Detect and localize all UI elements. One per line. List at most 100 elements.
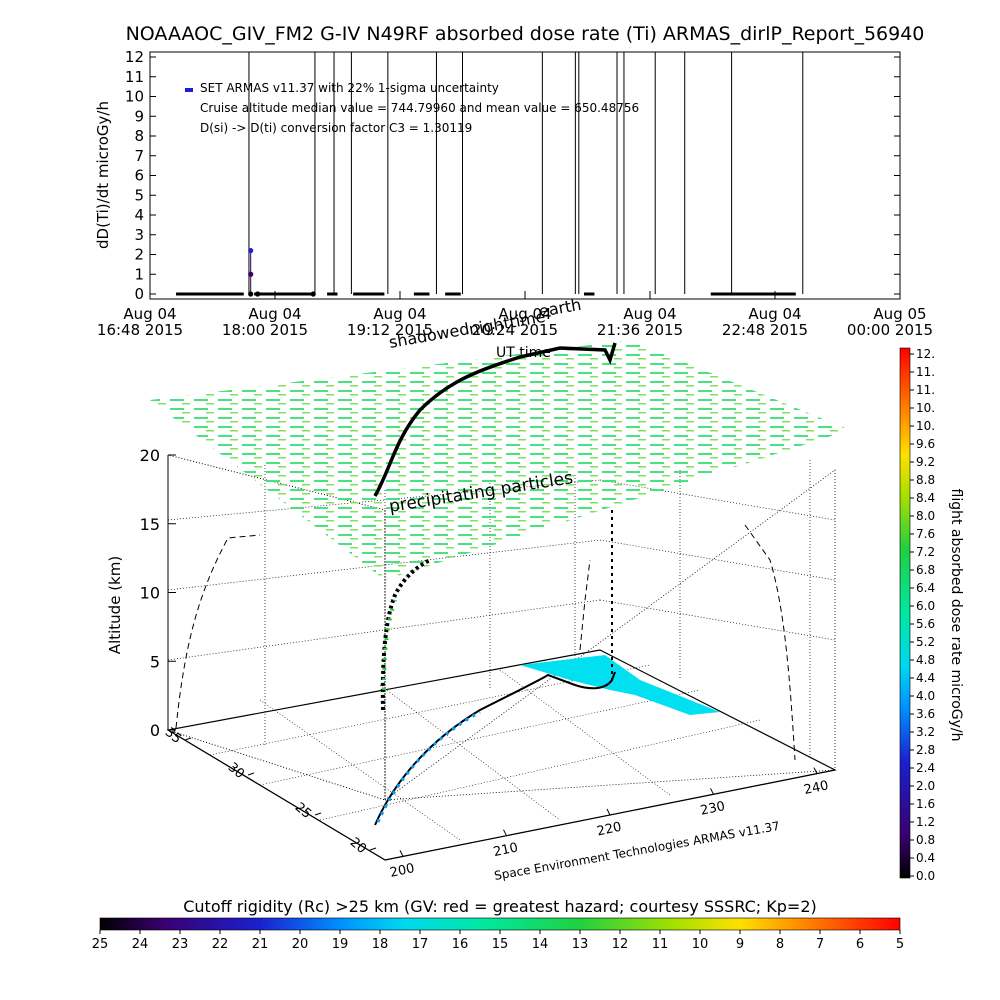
top-y-tick-label: 6 xyxy=(134,167,144,185)
label-ut-time: UT time xyxy=(496,345,551,361)
x-tick xyxy=(606,808,611,816)
top-x-tick-label-date: Aug 04 xyxy=(123,305,176,323)
top-y-tick-label: 5 xyxy=(134,186,144,204)
dose-colorbar-tick-label: 0.8 xyxy=(916,833,935,847)
rigidity-colorbar-tick-label: 7 xyxy=(816,937,824,952)
dose-colorbar-tick-label: 6.0 xyxy=(916,599,935,613)
flight-segment-lines xyxy=(248,52,804,294)
rigidity-colorbar-tick-label: 18 xyxy=(372,937,389,952)
x-tick xyxy=(399,850,404,857)
dose-point xyxy=(248,291,254,297)
top-y-tick-label: 8 xyxy=(134,127,144,145)
top-y-label: dD(Ti)/dt microGy/h xyxy=(94,101,112,249)
y-tick-label: 25 xyxy=(292,800,314,822)
rigidity-colorbar-tick-label: 24 xyxy=(132,937,149,952)
annotation-line-1: SET ARMAS v11.37 with 22% 1-sigma uncert… xyxy=(200,81,499,95)
dose-point xyxy=(255,291,261,297)
projection-curve-left xyxy=(175,534,261,729)
top-x-tick-label-time: 19:12 2015 xyxy=(347,321,433,339)
dose-colorbar-tick-label: 5.2 xyxy=(916,635,935,649)
x-tick-label: 230 xyxy=(699,799,726,819)
x-tick-label: 220 xyxy=(596,820,623,840)
x-tick-label: 240 xyxy=(803,778,830,798)
dose-colorbar-tick-label: 1.2 xyxy=(916,815,935,829)
z-tick-label: 15 xyxy=(140,515,160,534)
back-wall-right xyxy=(383,469,836,801)
ground-track-colored xyxy=(376,710,481,823)
rigidity-colorbar-tick-label: 6 xyxy=(856,937,864,952)
y-tick-label: 30 xyxy=(225,760,247,782)
dose-point xyxy=(248,247,254,254)
dose-colorbar-tick-label: 3.2 xyxy=(916,725,935,739)
legend-marker xyxy=(185,88,193,92)
rigidity-colorbar-label: Cutoff rigidity (Rc) >25 km (GV: red = g… xyxy=(183,897,817,916)
top-x-tick-label-time: 20:24 2015 xyxy=(472,321,558,339)
dose-colorbar-tick-label: 6.8 xyxy=(916,563,935,577)
rigidity-colorbar-tick-label: 13 xyxy=(572,937,589,952)
top-x-tick-label-date: Aug 05 xyxy=(873,305,926,323)
dose-colorbar-ticks: 12. 11. 11. 10. 10. 9.6 9.2 8.8 8.4 8.0 7.6 7.2 6.8 6… xyxy=(910,347,935,883)
rigidity-colorbar: Cutoff rigidity (Rc) >25 km (GV: red = g… xyxy=(92,897,904,952)
dose-colorbar-tick-label: 4.8 xyxy=(916,653,935,667)
y-tick-label: 20 xyxy=(347,835,369,857)
dose-colorbar-tick-label: 0.0 xyxy=(916,869,935,883)
y-axis-line xyxy=(167,729,386,861)
top-y-tick-label: 3 xyxy=(134,226,144,244)
dose-colorbar-tick-label: 2.4 xyxy=(916,761,935,775)
rigidity-colorbar-tick-label: 16 xyxy=(452,937,469,952)
dose-colorbar-tick-label: 4.4 xyxy=(916,671,935,685)
dose-rate-series xyxy=(176,247,796,297)
y-tick xyxy=(247,772,255,776)
top-x-tick-label-time: 22:48 2015 xyxy=(722,321,808,339)
rigidity-colorbar-tick-label: 17 xyxy=(412,937,429,952)
z-tick-label: 5 xyxy=(150,652,160,671)
dose-point xyxy=(248,271,254,277)
z-axis-label: Altitude (km) xyxy=(106,556,124,654)
rigidity-colorbar-tick-label: 12 xyxy=(612,937,629,952)
projection-curve-right xyxy=(744,524,796,761)
dose-colorbar-tick-label: 8.8 xyxy=(916,473,935,487)
z-tick-label: 10 xyxy=(140,584,160,603)
rigidity-colorbar-tick-label: 9 xyxy=(736,937,744,952)
top-x-tick-label-date: Aug 04 xyxy=(373,305,426,323)
top-y-tick-label: 0 xyxy=(134,285,144,303)
rigidity-colorbar-gradient xyxy=(99,917,901,931)
top-y-tick-label: 7 xyxy=(134,147,144,165)
rigidity-colorbar-tick-label: 21 xyxy=(252,937,269,952)
dose-colorbar-tick-label: 12. xyxy=(916,347,935,361)
x-axis-ticks: 200 210 220 230 240 xyxy=(389,767,830,881)
top-x-tick-label-date: Aug 04 xyxy=(248,305,301,323)
dose-colorbar-tick-label: 11. xyxy=(916,383,935,397)
rigidity-colorbar-tick-label: 15 xyxy=(492,937,509,952)
footer-credit: Space Environment Technologies ARMAS v11… xyxy=(493,819,781,883)
annotation-line-2: Cruise altitude median value = 744.79960… xyxy=(200,101,639,115)
x-tick xyxy=(503,829,507,836)
dose-colorbar-gradient xyxy=(899,347,911,879)
dose-colorbar-tick-label: 7.2 xyxy=(916,545,935,559)
dose-colorbar-tick-label: 4.0 xyxy=(916,689,935,703)
dose-colorbar-tick-label: 3.6 xyxy=(916,707,935,721)
top-y-tick-label: 9 xyxy=(134,107,144,125)
top-x-tick-label-time: 21:36 2015 xyxy=(597,321,683,339)
dose-colorbar-label: flight absorbed dose rate microGy/h xyxy=(948,489,964,742)
x-tick-label: 210 xyxy=(492,840,519,860)
top-y-tick-label: 4 xyxy=(134,206,144,224)
dose-colorbar-tick-label: 2.0 xyxy=(916,779,935,793)
floor-grid xyxy=(209,664,761,841)
y-tick xyxy=(314,812,322,816)
top-y-tick-label: 11 xyxy=(125,68,144,86)
top-x-tick-label-date: Aug 04 xyxy=(623,305,676,323)
dose-colorbar: 12. 11. 11. 10. 10. 9.6 9.2 8.8 8.4 8.0 7.6 7.2 6.8 6… xyxy=(899,347,964,883)
rigidity-colorbar-tick-label: 5 xyxy=(896,937,904,952)
dose-colorbar-tick-label: 6.4 xyxy=(916,581,935,595)
rigidity-colorbar-tick-label: 8 xyxy=(776,937,784,952)
projection-curve-mid xyxy=(579,559,591,651)
z-tick-label: 20 xyxy=(140,446,160,465)
dose-colorbar-tick-label: 8.0 xyxy=(916,509,935,523)
top-y-tick-label: 10 xyxy=(125,88,144,106)
precipitating-particles-layer xyxy=(150,340,850,580)
